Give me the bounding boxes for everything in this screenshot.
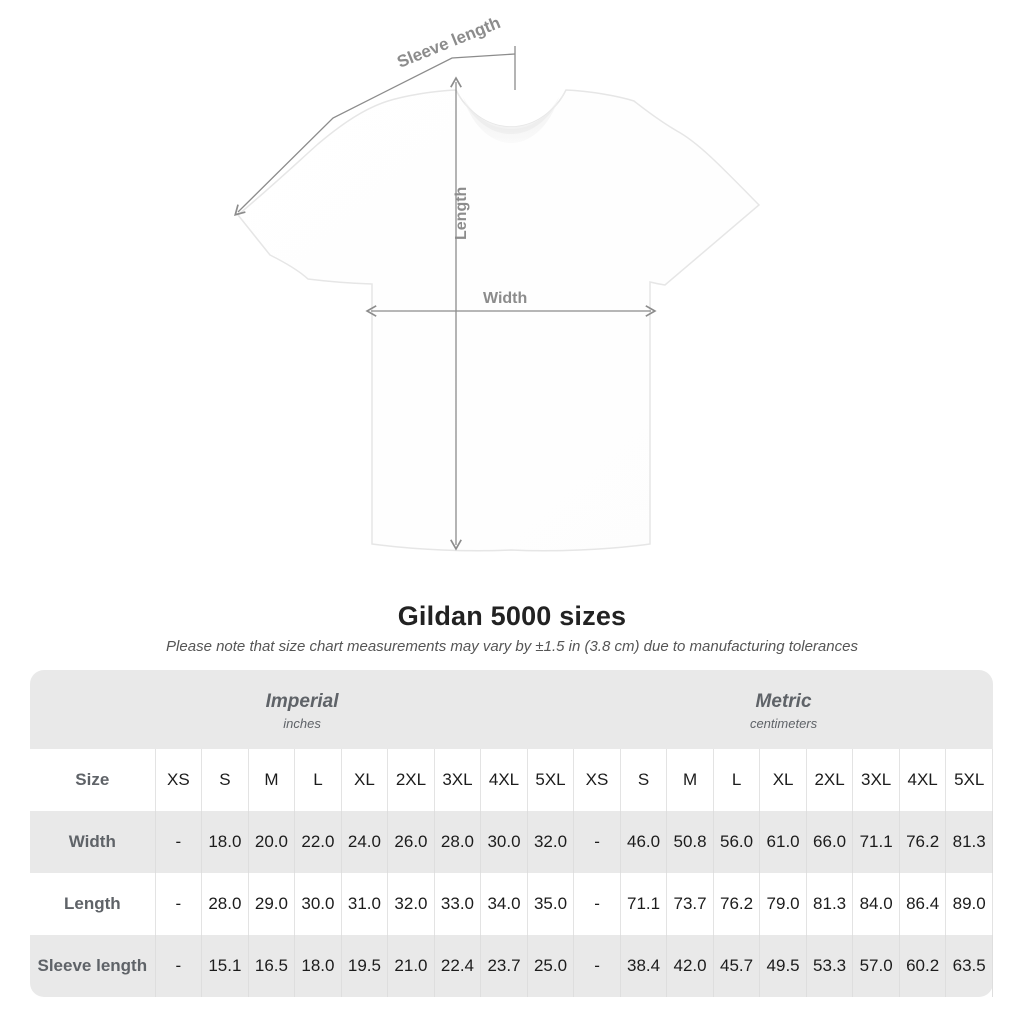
svg-text:Length: Length (453, 187, 470, 240)
svg-text:Sleeve length: Sleeve length (394, 13, 503, 72)
svg-text:Width: Width (483, 290, 527, 307)
